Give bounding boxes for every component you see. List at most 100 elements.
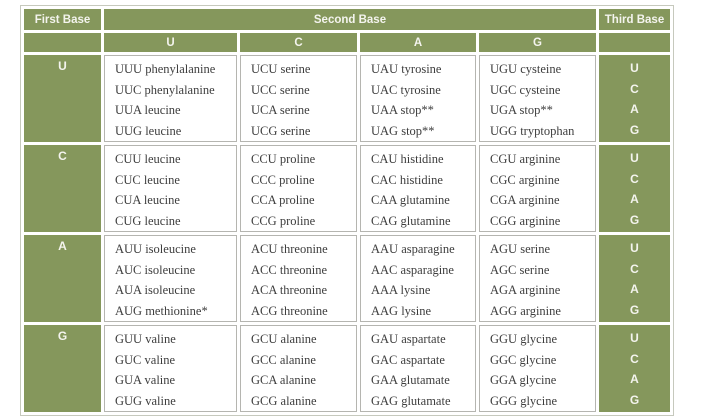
- codon-entry: GGC glycine: [490, 352, 557, 367]
- third-base-letter: G: [629, 392, 640, 407]
- codon-entry: UGC cysteine: [490, 82, 561, 97]
- codon-cell-ca: CAU histidine CAC histidine CAA glutamin…: [360, 145, 476, 232]
- codon-entry: AUG methionine*: [115, 303, 208, 318]
- codon-entry: AUU isoleucine: [115, 242, 196, 256]
- codon-entry: CGG arginine: [490, 213, 561, 228]
- table-row-first-base-u: U UUU phenylalanine UUC phenylalanine UU…: [24, 55, 670, 142]
- codon-entry: GAU aspartate: [371, 332, 446, 346]
- codon-entry: CCU proline: [251, 152, 316, 166]
- codon-entry: GAA glutamate: [371, 373, 450, 387]
- codon-cell-ga: GAU aspartate GAC aspartate GAA glutamat…: [360, 325, 476, 412]
- first-base-letter: C: [24, 145, 101, 232]
- codon-entry: AGA arginine: [490, 283, 561, 297]
- codon-entry: GCC alanine: [251, 352, 316, 367]
- first-base-letter: A: [24, 235, 101, 322]
- header-row-main: First Base Second Base Third Base: [24, 9, 670, 30]
- codon-entry: GUG valine: [115, 393, 176, 408]
- first-base-subheader-blank: [24, 33, 101, 52]
- third-base-letter: A: [630, 102, 639, 116]
- codon-entry: AAA lysine: [371, 283, 431, 297]
- third-base-letter: U: [630, 151, 639, 165]
- codon-cell-gc: GCU alanine GCC alanine GCA alanine GCG …: [240, 325, 357, 412]
- codon-cell-ag: AGU serine AGC serine AGA arginine AGG a…: [479, 235, 596, 322]
- codon-entry: AAC asparagine: [371, 262, 454, 277]
- codon-cell-aa: AAU asparagine AAC asparagine AAA lysine…: [360, 235, 476, 322]
- codon-entry: UAA stop**: [371, 103, 434, 117]
- codon-cell-cc: CCU proline CCC proline CCA proline CCG …: [240, 145, 357, 232]
- codon-entry: AGU serine: [490, 242, 551, 256]
- third-base-letter: U: [630, 331, 639, 345]
- codon-entry: UGU cysteine: [490, 62, 562, 76]
- codon-entry: UGA stop**: [490, 103, 553, 117]
- table-row-first-base-g: G GUU valine GUC valine GUA valine GUG v…: [24, 325, 670, 412]
- third-base-letter: A: [630, 372, 639, 386]
- codon-entry: AGC serine: [490, 262, 550, 277]
- codon-entry: GCA alanine: [251, 373, 316, 387]
- codon-entry: GGG glycine: [490, 393, 557, 408]
- codon-entry: GAG glutamate: [371, 393, 451, 408]
- codon-entry: GUC valine: [115, 352, 176, 367]
- codon-entry: CGA arginine: [490, 193, 560, 207]
- codon-entry: AUC isoleucine: [115, 262, 196, 277]
- codon-entry: GAC aspartate: [371, 352, 445, 367]
- second-base-header: Second Base: [104, 9, 596, 30]
- third-base-letter: U: [630, 241, 639, 255]
- third-base-letter: A: [630, 192, 639, 206]
- codon-cell-au: AUU isoleucine AUC isoleucine AUA isoleu…: [104, 235, 237, 322]
- third-base-letter: G: [629, 302, 640, 317]
- codon-entry: GGA glycine: [490, 373, 557, 387]
- codon-entry: UCA serine: [251, 103, 310, 117]
- codon-entry: UCC serine: [251, 82, 310, 97]
- codon-cell-cg: CGU arginine CGC arginine CGA arginine C…: [479, 145, 596, 232]
- codon-entry: GUU valine: [115, 332, 176, 346]
- codon-entry: ACA threonine: [251, 283, 328, 297]
- third-base-letters: U C A G: [599, 55, 670, 142]
- codon-cell-cu: CUU leucine CUC leucine CUA leucine CUG …: [104, 145, 237, 232]
- third-base-letter: A: [630, 282, 639, 296]
- codon-entry: UUU phenylalanine: [115, 62, 216, 76]
- codon-entry: CUA leucine: [115, 193, 180, 207]
- second-base-column-g: G: [479, 33, 596, 52]
- codon-cell-ua: UAU tyrosine UAC tyrosine UAA stop** UAG…: [360, 55, 476, 142]
- third-base-letters: U C A G: [599, 145, 670, 232]
- codon-entry: UGG tryptophan: [490, 123, 575, 138]
- third-base-letter: C: [630, 351, 639, 366]
- codon-entry: CCG proline: [251, 213, 316, 228]
- third-base-header: Third Base: [599, 9, 670, 30]
- codon-entry: AAG lysine: [371, 303, 432, 318]
- first-base-letter: G: [24, 325, 101, 412]
- third-base-letter: G: [629, 212, 640, 227]
- first-base-letter: U: [24, 55, 101, 142]
- third-base-letter: U: [630, 61, 639, 75]
- codon-entry: AGG arginine: [490, 303, 561, 318]
- third-base-letter: C: [630, 81, 639, 96]
- codon-cell-gu: GUU valine GUC valine GUA valine GUG val…: [104, 325, 237, 412]
- second-base-column-u: U: [104, 33, 237, 52]
- third-base-subheader-blank: [599, 33, 670, 52]
- codon-entry: ACC threonine: [251, 262, 328, 277]
- second-base-column-c: C: [240, 33, 357, 52]
- table-row-first-base-c: C CUU leucine CUC leucine CUA leucine CU…: [24, 145, 670, 232]
- codon-entry: CUU leucine: [115, 152, 181, 166]
- third-base-letters: U C A G: [599, 235, 670, 322]
- second-base-column-a: A: [360, 33, 476, 52]
- codon-entry: CGU arginine: [490, 152, 561, 166]
- codon-entry: UUA leucine: [115, 103, 181, 117]
- codon-entry: CUC leucine: [115, 172, 180, 187]
- codon-entry: CUG leucine: [115, 213, 181, 228]
- third-base-letter: G: [629, 122, 640, 137]
- codon-cell-ug: UGU cysteine UGC cysteine UGA stop** UGG…: [479, 55, 596, 142]
- third-base-letter: C: [630, 171, 639, 186]
- codon-entry: UAC tyrosine: [371, 82, 441, 97]
- codon-entry: GUA valine: [115, 373, 176, 387]
- codon-entry: GCU alanine: [251, 332, 317, 346]
- codon-entry: UCG serine: [251, 123, 311, 138]
- codon-entry: ACG threonine: [251, 303, 328, 318]
- codon-entry: CCC proline: [251, 172, 315, 187]
- codon-entry: CAC histidine: [371, 172, 443, 187]
- codon-entry: UCU serine: [251, 62, 311, 76]
- genetic-code-table: First Base Second Base Third Base U C A …: [20, 5, 674, 416]
- codon-entry: AUA isoleucine: [115, 283, 196, 297]
- codon-entry: ACU threonine: [251, 242, 328, 256]
